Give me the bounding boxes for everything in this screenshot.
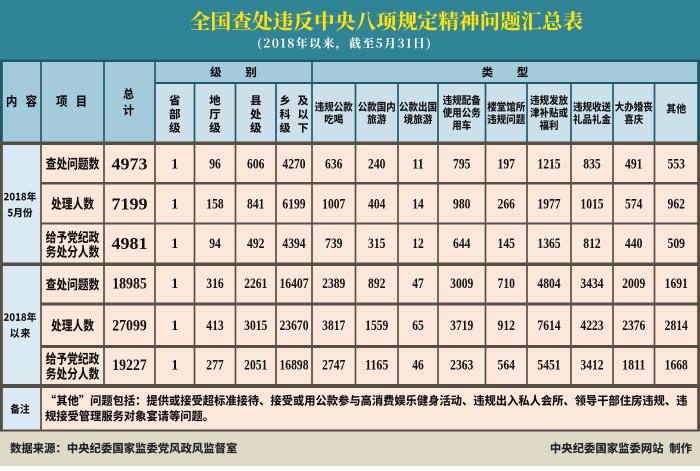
svg-text:1007: 1007 (322, 196, 345, 212)
svg-text:606: 606 (247, 156, 264, 172)
svg-text:636: 636 (325, 156, 342, 172)
svg-text:644: 644 (453, 236, 470, 252)
svg-text:6199: 6199 (282, 196, 305, 212)
svg-text:3817: 3817 (322, 318, 345, 334)
svg-text:404: 404 (368, 196, 385, 212)
svg-text:1365: 1365 (537, 236, 560, 252)
svg-text:65: 65 (412, 318, 424, 334)
svg-text:46: 46 (412, 357, 424, 373)
svg-text:812: 812 (583, 236, 600, 252)
svg-text:2376: 2376 (622, 318, 645, 334)
svg-text:1165: 1165 (365, 357, 388, 373)
svg-text:962: 962 (668, 196, 685, 212)
svg-text:94: 94 (209, 236, 221, 252)
svg-text:835: 835 (583, 156, 600, 172)
svg-text:277: 277 (206, 357, 223, 373)
svg-text:240: 240 (368, 156, 385, 172)
svg-text:2389: 2389 (322, 276, 345, 292)
svg-text:4973: 4973 (112, 154, 148, 173)
svg-text:2363: 2363 (450, 357, 473, 373)
svg-text:564: 564 (498, 357, 515, 373)
svg-text:509: 509 (668, 236, 685, 252)
svg-text:1015: 1015 (580, 196, 603, 212)
svg-text:1668: 1668 (665, 357, 688, 373)
svg-text:492: 492 (247, 236, 264, 252)
svg-text:16407: 16407 (280, 276, 309, 292)
svg-text:912: 912 (498, 318, 515, 334)
svg-text:19227: 19227 (112, 357, 147, 374)
svg-text:1: 1 (171, 276, 178, 292)
svg-text:1: 1 (171, 318, 178, 334)
svg-text:2009: 2009 (622, 276, 645, 292)
svg-text:2747: 2747 (322, 357, 345, 373)
svg-text:892: 892 (368, 276, 385, 292)
svg-text:14: 14 (412, 196, 424, 212)
svg-text:2261: 2261 (244, 276, 267, 292)
svg-text:1215: 1215 (537, 156, 560, 172)
svg-text:12: 12 (412, 236, 424, 252)
svg-text:1691: 1691 (665, 276, 688, 292)
svg-text:3434: 3434 (580, 276, 603, 292)
svg-text:2051: 2051 (244, 357, 267, 373)
svg-text:4270: 4270 (282, 156, 305, 172)
svg-text:1559: 1559 (365, 318, 388, 334)
svg-text:158: 158 (206, 196, 223, 212)
svg-text:739: 739 (325, 236, 342, 252)
svg-text:413: 413 (206, 318, 223, 334)
svg-text:3009: 3009 (450, 276, 473, 292)
svg-text:266: 266 (498, 196, 515, 212)
svg-text:710: 710 (498, 276, 515, 292)
svg-text:4223: 4223 (580, 318, 603, 334)
svg-text:574: 574 (625, 196, 642, 212)
svg-text:7614: 7614 (537, 318, 560, 334)
svg-text:1977: 1977 (537, 196, 560, 212)
svg-text:553: 553 (668, 156, 685, 172)
svg-text:96: 96 (209, 156, 221, 172)
svg-text:440: 440 (625, 236, 642, 252)
svg-text:5451: 5451 (537, 357, 560, 373)
svg-text:315: 315 (368, 236, 385, 252)
svg-text:4981: 4981 (112, 234, 148, 253)
svg-text:27099: 27099 (112, 318, 147, 335)
svg-text:1: 1 (171, 236, 178, 252)
svg-text:1: 1 (171, 196, 178, 212)
svg-text:841: 841 (247, 196, 264, 212)
svg-text:491: 491 (625, 156, 642, 172)
svg-text:7199: 7199 (112, 194, 148, 213)
svg-text:1811: 1811 (622, 357, 645, 373)
svg-text:1: 1 (171, 156, 178, 172)
svg-text:316: 316 (206, 276, 223, 292)
svg-text:18985: 18985 (112, 276, 147, 293)
svg-text:23670: 23670 (280, 318, 309, 334)
svg-text:3412: 3412 (580, 357, 603, 373)
svg-text:145: 145 (498, 236, 515, 252)
svg-text:4804: 4804 (537, 276, 560, 292)
svg-text:197: 197 (498, 156, 515, 172)
svg-text:47: 47 (412, 276, 424, 292)
svg-text:4394: 4394 (282, 236, 305, 252)
svg-text:3015: 3015 (244, 318, 267, 334)
svg-text:2814: 2814 (665, 318, 688, 334)
svg-text:11: 11 (412, 156, 424, 172)
svg-text:795: 795 (453, 156, 470, 172)
svg-text:16898: 16898 (280, 357, 309, 373)
svg-text:980: 980 (453, 196, 470, 212)
svg-text:1: 1 (171, 357, 178, 373)
svg-text:3719: 3719 (450, 318, 473, 334)
